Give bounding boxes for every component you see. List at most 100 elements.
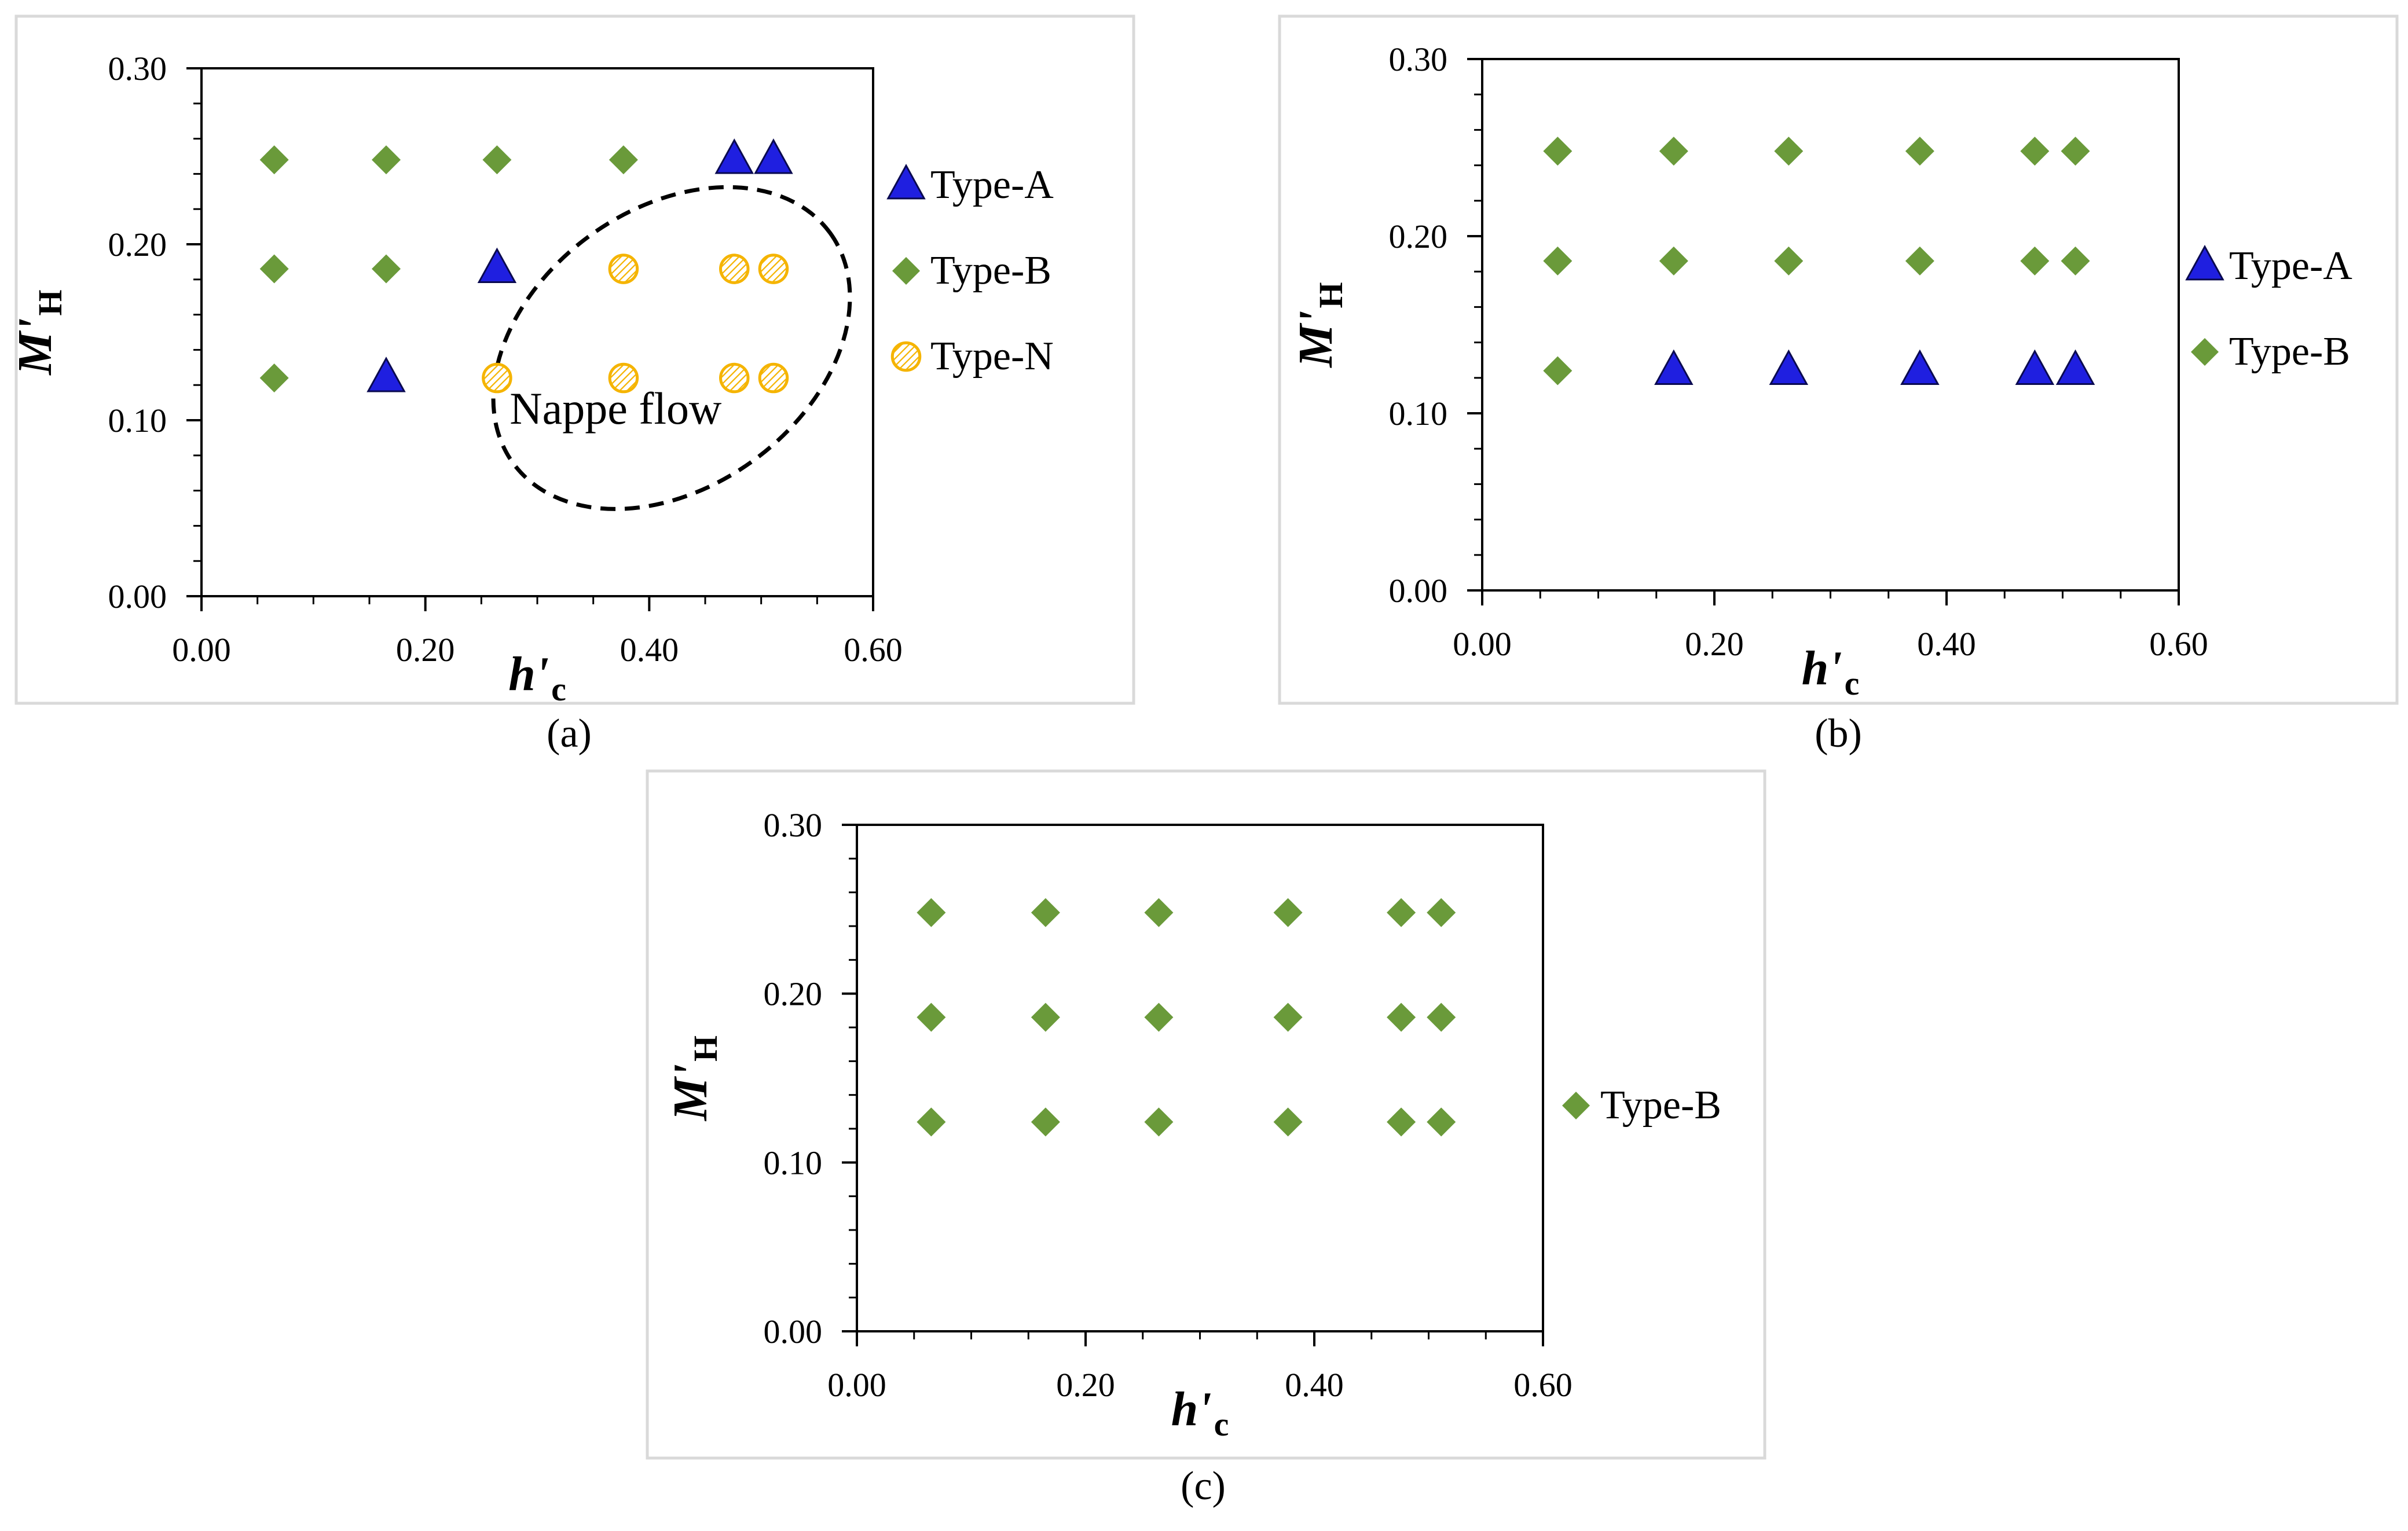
legend-label: Type-A	[2229, 244, 2352, 288]
data-point-type-a	[2055, 349, 2095, 385]
x-tick-label: 0.20	[1685, 625, 1744, 663]
x-axis-title-main: h'	[1802, 641, 1842, 695]
legend-marker-type-a	[886, 164, 926, 200]
series-type-b	[1543, 137, 2090, 385]
series-type-n	[482, 254, 789, 394]
data-point-type-n	[482, 362, 512, 394]
legend: Type-B	[1562, 1083, 1721, 1128]
chart-frame	[1278, 14, 2399, 705]
data-point-type-a	[477, 247, 517, 283]
y-tick-label: 0.00	[764, 1313, 823, 1350]
annotation: Nappe flow	[491, 185, 852, 511]
y-axis-title-main: M'	[664, 1064, 717, 1122]
data-point-type-a	[1900, 349, 1940, 385]
panel-a: 0.00 0.20 0.40 0.60 0.00 0.10 0.20 0.30 h'c M' H Na…	[8, 14, 1135, 756]
x-tick-label: 0.40	[1285, 1366, 1344, 1404]
data-point-type-b	[1387, 898, 1416, 927]
legend-marker-type-n	[890, 341, 922, 372]
data-point-type-b	[1273, 1003, 1303, 1032]
y-tick-label: 0.10	[108, 402, 167, 439]
data-point-type-b	[2020, 137, 2050, 166]
data-point-type-b	[259, 364, 289, 393]
legend-label: Type-A	[930, 163, 1054, 207]
data-point-type-b	[1273, 898, 1303, 927]
data-point-type-b	[1427, 898, 1456, 927]
nappe-flow-ellipse	[491, 185, 852, 511]
y-tick-label: 0.30	[108, 50, 167, 87]
data-point-type-b	[2020, 246, 2050, 276]
y-tick-label: 0.20	[1389, 218, 1448, 255]
legend-label: Type-B	[930, 248, 1051, 293]
data-point-type-b	[1273, 1107, 1303, 1137]
x-tick-label: 0.40	[1917, 625, 1976, 663]
x-axis-title-sub: c	[551, 670, 566, 708]
x-axis-title-main: h'	[1171, 1382, 1212, 1436]
data-point-type-n	[719, 254, 750, 284]
panel-caption: (c)	[1181, 1464, 1226, 1508]
data-point-type-n	[758, 254, 789, 284]
x-axis-title-sub: c	[1214, 1405, 1229, 1443]
series-type-b	[259, 145, 638, 393]
y-tick-label: 0.00	[1389, 572, 1448, 610]
data-point-type-n	[719, 362, 750, 394]
x-axis-title-main: h'	[508, 647, 549, 701]
y-tick-label: 0.00	[108, 578, 167, 615]
legend: Type-A Type-B Type-N	[886, 163, 1054, 379]
y-axis-title-sub: H	[1312, 282, 1350, 308]
data-point-type-n	[608, 362, 639, 394]
x-tick-label: 0.20	[1056, 1366, 1115, 1404]
series-type-b	[917, 898, 1456, 1137]
data-point-type-b	[1144, 1003, 1174, 1032]
data-point-type-b	[1427, 1003, 1456, 1032]
x-axis-title: h'c	[1802, 641, 1860, 702]
data-point-type-b	[609, 145, 638, 175]
x-tick-label: 0.40	[620, 631, 679, 669]
data-point-type-b	[917, 898, 946, 927]
data-point-type-b	[1905, 246, 1934, 276]
legend-label: Type-N	[930, 334, 1054, 379]
y-axis-title-sub: H	[31, 289, 69, 315]
x-tick-label: 0.00	[827, 1366, 886, 1404]
y-axis-title-main: M'	[8, 318, 62, 376]
panel-c: 0.00 0.20 0.40 0.60 0.00 0.10 0.20 0.30 h'c M'H Ty…	[646, 769, 1766, 1508]
x-tick-label: 0.60	[2149, 625, 2208, 663]
data-point-type-b	[372, 254, 401, 284]
data-point-type-b	[1031, 1107, 1060, 1137]
minor-ticks	[849, 857, 1487, 1339]
data-point-type-a	[714, 138, 754, 174]
panel-b: 0.00 0.20 0.40 0.60 0.00 0.10 0.20 0.30 h'c M' H Ty…	[1278, 14, 2399, 756]
data-point-type-a	[2015, 349, 2055, 385]
y-axis-title-main: M'	[1289, 311, 1343, 369]
data-point-type-b	[1144, 898, 1174, 927]
data-point-type-b	[1774, 137, 1804, 166]
minor-ticks	[193, 102, 818, 604]
data-point-type-a	[366, 357, 406, 392]
data-point-type-b	[1774, 246, 1804, 276]
data-point-type-b	[259, 254, 289, 284]
chart-frame	[14, 14, 1135, 705]
data-point-type-b	[1659, 246, 1688, 276]
annotation-label: Nappe flow	[510, 383, 721, 434]
data-point-type-a	[1769, 349, 1809, 385]
data-point-type-b	[1905, 137, 1934, 166]
chart-frame	[646, 769, 1766, 1460]
x-tick-label: 0.00	[172, 631, 231, 669]
legend-marker-type-a	[2185, 245, 2224, 281]
data-point-type-b	[917, 1107, 946, 1137]
x-tick-label: 0.60	[1513, 1366, 1573, 1404]
legend-marker-type-b	[892, 257, 920, 285]
data-point-type-a	[1654, 349, 1694, 385]
data-point-type-b	[917, 1003, 946, 1032]
y-axis-title: M' H	[8, 289, 69, 376]
x-tick-label: 0.60	[844, 631, 903, 669]
legend: Type-A Type-B	[2185, 244, 2352, 374]
data-point-type-n	[608, 254, 639, 284]
y-tick-label: 0.10	[764, 1144, 823, 1181]
panel-caption: (b)	[1815, 711, 1862, 756]
legend-label: Type-B	[2229, 329, 2350, 374]
x-tick-label: 0.00	[1453, 625, 1512, 663]
y-axis-title: M'H	[664, 1036, 724, 1122]
x-axis-title-sub: c	[1845, 664, 1860, 702]
x-axis-title: h'c	[508, 647, 566, 708]
